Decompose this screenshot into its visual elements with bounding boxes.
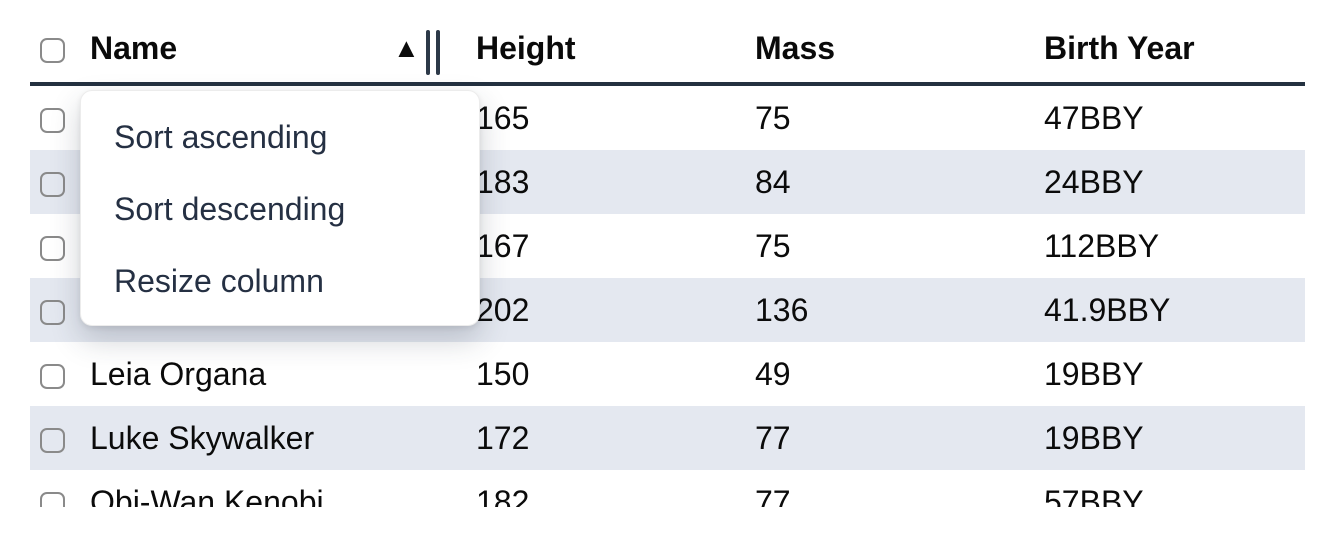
row-checkbox[interactable]	[40, 427, 65, 453]
table-row: Leia Organa 150 49 19BBY	[30, 342, 1305, 406]
height-cell: 150	[476, 355, 530, 392]
birth-year-cell: 24BBY	[1044, 163, 1144, 200]
select-all-cell	[30, 30, 90, 67]
birth-year-cell: 19BBY	[1044, 419, 1144, 456]
checkbox-cell	[30, 356, 90, 393]
row-checkbox[interactable]	[40, 491, 65, 507]
mass-cell: 77	[755, 419, 791, 456]
height-cell: 182	[476, 483, 530, 508]
mass-cell: 77	[755, 483, 791, 508]
resize-bar-icon	[436, 30, 440, 75]
birth-year-cell: 112BBY	[1044, 227, 1160, 264]
column-header-birth-year[interactable]: Birth Year	[1044, 29, 1195, 66]
mass-cell: 75	[755, 99, 791, 136]
mass-cell: 49	[755, 355, 791, 392]
checkbox-cell	[30, 164, 90, 201]
column-header-mass[interactable]: Mass	[755, 29, 836, 66]
column-header-name[interactable]: Name	[90, 29, 178, 66]
menu-item-sort-ascending[interactable]: Sort ascending	[114, 118, 328, 155]
height-cell: 167	[476, 227, 530, 264]
checkbox-cell	[30, 292, 90, 329]
birth-year-cell: 19BBY	[1044, 355, 1144, 392]
column-context-menu: Sort ascending Sort descending Resize co…	[80, 90, 480, 326]
row-checkbox[interactable]	[40, 235, 65, 261]
mass-cell: 84	[755, 163, 791, 200]
row-checkbox[interactable]	[40, 107, 65, 133]
name-cell: Leia Organa	[90, 355, 267, 392]
row-checkbox[interactable]	[40, 363, 65, 389]
checkbox-cell	[30, 420, 90, 457]
checkbox-cell	[30, 228, 90, 265]
name-cell: Obi-Wan Kenobi	[90, 483, 324, 508]
checkbox-cell	[30, 100, 90, 137]
checkbox-cell	[30, 484, 90, 507]
birth-year-cell: 47BBY	[1044, 99, 1144, 136]
menu-item-sort-descending[interactable]: Sort descending	[114, 190, 346, 227]
sort-ascending-icon: ▲	[393, 32, 420, 63]
height-cell: 165	[476, 99, 530, 136]
height-cell: 172	[476, 419, 530, 456]
name-cell: Luke Skywalker	[90, 419, 315, 456]
select-all-checkbox[interactable]	[40, 37, 65, 63]
birth-year-cell: 41.9BBY	[1044, 291, 1171, 328]
birth-year-cell: 57BBY	[1044, 483, 1144, 508]
table-row: Obi-Wan Kenobi 182 77 57BBY	[30, 470, 1305, 507]
table-header-row: Name Height Mass Birth Year ▲	[30, 0, 1305, 86]
menu-item-resize-column[interactable]: Resize column	[114, 262, 324, 299]
column-header-height[interactable]: Height	[476, 29, 576, 66]
height-cell: 202	[476, 291, 530, 328]
row-checkbox[interactable]	[40, 171, 65, 197]
height-cell: 183	[476, 163, 530, 200]
mass-cell: 75	[755, 227, 791, 264]
row-checkbox[interactable]	[40, 299, 65, 325]
mass-cell: 136	[755, 291, 809, 328]
column-resize-handle[interactable]	[426, 30, 440, 75]
table-row: Luke Skywalker 172 77 19BBY	[30, 406, 1305, 470]
resize-bar-icon	[426, 30, 430, 75]
